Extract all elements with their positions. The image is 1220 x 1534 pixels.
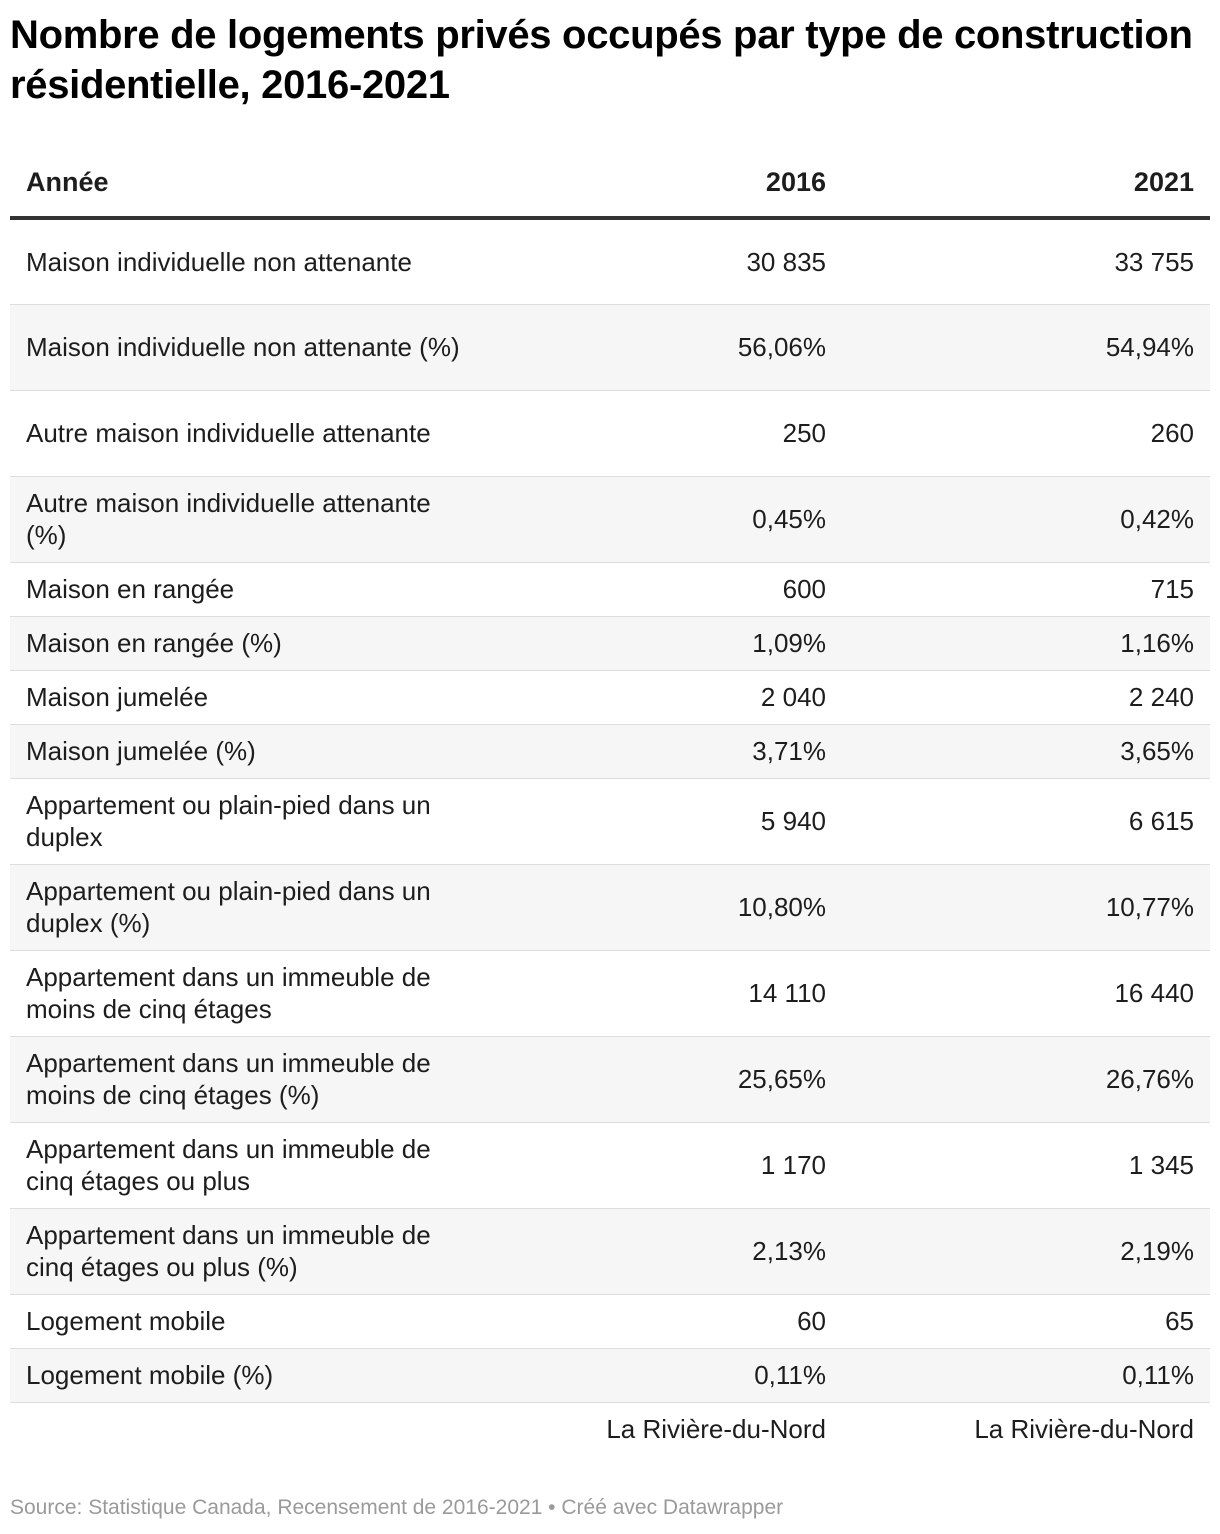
value-2016: 0,11% bbox=[460, 1348, 842, 1403]
value-2016: 1 170 bbox=[460, 1122, 842, 1209]
row-label: Appartement ou plain-pied dans un duplex… bbox=[10, 864, 460, 951]
value-2016: 3,71% bbox=[460, 724, 842, 779]
value-2021: 1 345 bbox=[842, 1122, 1210, 1209]
value-2016: 60 bbox=[460, 1294, 842, 1349]
value-2021: 26,76% bbox=[842, 1036, 1210, 1123]
value-2016: 30 835 bbox=[460, 218, 842, 305]
footer-region-2021: La Rivière-du-Nord bbox=[974, 1413, 1194, 1444]
row-label: Maison jumelée (%) bbox=[10, 724, 460, 779]
table-row: Logement mobile 60 65 bbox=[10, 1294, 1210, 1349]
table-row: Appartement dans un immeuble de moins de… bbox=[10, 1036, 1210, 1123]
row-label: Appartement dans un immeuble de moins de… bbox=[10, 1036, 460, 1123]
value-2016: 2 040 bbox=[460, 670, 842, 725]
value-2016: 600 bbox=[460, 562, 842, 617]
value-2021: 0,11% bbox=[842, 1348, 1210, 1403]
value-2021: 260 bbox=[842, 390, 1210, 477]
table-row: Appartement dans un immeuble de moins de… bbox=[10, 950, 1210, 1037]
value-2021: 2 240 bbox=[842, 670, 1210, 725]
column-header-label[interactable]: Année bbox=[10, 148, 460, 220]
value-2021: 6 615 bbox=[842, 778, 1210, 865]
footer-row: La Rivière-du-Nord La Rivière-du-Nord bbox=[10, 1402, 1210, 1456]
value-2016: 5 940 bbox=[460, 778, 842, 865]
value-2021: 715 bbox=[842, 562, 1210, 617]
footer-region-2016: La Rivière-du-Nord bbox=[606, 1413, 826, 1444]
data-table: Année 2016 2021 Maison individuelle non … bbox=[10, 148, 1210, 1456]
column-header-2016[interactable]: 2016 bbox=[460, 148, 842, 220]
row-label: Logement mobile (%) bbox=[10, 1348, 460, 1403]
value-2021: 0,42% bbox=[842, 476, 1210, 563]
table-body: Maison individuelle non attenante 30 835 3… bbox=[10, 218, 1210, 1403]
value-2021: 3,65% bbox=[842, 724, 1210, 779]
table-row: Maison jumelée (%) 3,71% 3,65% bbox=[10, 724, 1210, 779]
value-2016: 14 110 bbox=[460, 950, 842, 1037]
table-row: Maison individuelle non attenante (%) 56,… bbox=[10, 304, 1210, 391]
row-label: Autre maison individuelle attenante (%) bbox=[10, 476, 460, 563]
row-label: Logement mobile bbox=[10, 1294, 460, 1349]
table-row: Appartement ou plain-pied dans un duplex… bbox=[10, 778, 1210, 865]
table-row: Maison en rangée 600 715 bbox=[10, 562, 1210, 617]
row-label: Appartement dans un immeuble de cinq éta… bbox=[10, 1208, 460, 1295]
table-row: Autre maison individuelle attenante 250 26… bbox=[10, 390, 1210, 477]
value-2021: 10,77% bbox=[842, 864, 1210, 951]
value-2021: 33 755 bbox=[842, 218, 1210, 305]
value-2016: 2,13% bbox=[460, 1208, 842, 1295]
row-label: Maison individuelle non attenante (%) bbox=[10, 304, 460, 391]
table-row: Appartement dans un immeuble de cinq éta… bbox=[10, 1208, 1210, 1295]
source-note: Source: Statistique Canada, Recensement … bbox=[10, 1496, 784, 1519]
value-2016: 10,80% bbox=[460, 864, 842, 951]
value-2016: 0,45% bbox=[460, 476, 842, 563]
table-row: Appartement dans un immeuble de cinq éta… bbox=[10, 1122, 1210, 1209]
value-2016: 250 bbox=[460, 390, 842, 477]
row-label: Maison en rangée (%) bbox=[10, 616, 460, 671]
value-2021: 65 bbox=[842, 1294, 1210, 1349]
header-row: Année 2016 2021 bbox=[10, 148, 1210, 220]
value-2016: 25,65% bbox=[460, 1036, 842, 1123]
value-2016: 1,09% bbox=[460, 616, 842, 671]
footer-empty-cell bbox=[10, 1402, 460, 1456]
value-2021: 1,16% bbox=[842, 616, 1210, 671]
row-label: Maison jumelée bbox=[10, 670, 460, 725]
table-row: Maison en rangée (%) 1,09% 1,16% bbox=[10, 616, 1210, 671]
value-2021: 54,94% bbox=[842, 304, 1210, 391]
row-label: Maison individuelle non attenante bbox=[10, 218, 460, 305]
table-row: Maison individuelle non attenante 30 835 3… bbox=[10, 218, 1210, 305]
table-row: Maison jumelée 2 040 2 240 bbox=[10, 670, 1210, 725]
row-label: Maison en rangée bbox=[10, 562, 460, 617]
table-row: Autre maison individuelle attenante (%) 0… bbox=[10, 476, 1210, 563]
row-label: Appartement ou plain-pied dans un duplex bbox=[10, 778, 460, 865]
value-2016: 56,06% bbox=[460, 304, 842, 391]
table-row: Logement mobile (%) 0,11% 0,11% bbox=[10, 1348, 1210, 1403]
table-row: Appartement ou plain-pied dans un duplex… bbox=[10, 864, 1210, 951]
value-2021: 2,19% bbox=[842, 1208, 1210, 1295]
value-2021: 16 440 bbox=[842, 950, 1210, 1037]
row-label: Autre maison individuelle attenante bbox=[10, 390, 460, 477]
chart-title: Nombre de logements privés occupés par t… bbox=[10, 13, 1193, 107]
column-header-2021[interactable]: 2021 bbox=[842, 148, 1210, 220]
row-label: Appartement dans un immeuble de cinq éta… bbox=[10, 1122, 460, 1209]
row-label: Appartement dans un immeuble de moins de… bbox=[10, 950, 460, 1037]
